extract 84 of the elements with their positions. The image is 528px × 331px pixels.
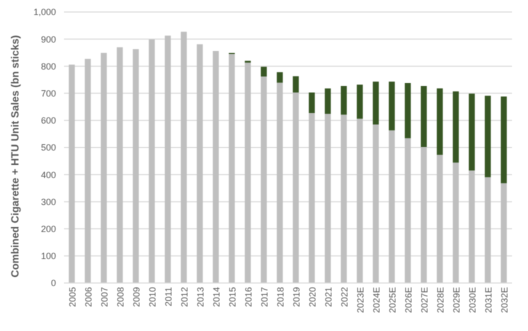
x-tick-label: 2008 <box>115 287 126 308</box>
x-tick-label: 2009 <box>131 287 142 308</box>
x-tick-label: 2024E <box>371 287 382 314</box>
bar <box>340 114 347 283</box>
bar <box>68 64 75 283</box>
x-tick-label: 2016 <box>243 287 254 308</box>
bar <box>468 94 475 171</box>
y-tick-label: 0 <box>50 278 56 288</box>
bar <box>260 66 267 76</box>
bar <box>388 82 395 130</box>
bar <box>340 86 347 115</box>
x-tick-label: 2029E <box>451 287 462 314</box>
bar <box>308 113 315 283</box>
bar <box>420 86 427 147</box>
bar <box>84 58 91 283</box>
x-tick-label: 2027E <box>419 287 430 314</box>
x-tick-label: 2007 <box>99 287 110 308</box>
bar <box>276 72 283 83</box>
bar <box>132 49 139 283</box>
bar <box>452 91 459 163</box>
bar <box>228 54 235 283</box>
x-tick-label: 2006 <box>83 287 94 308</box>
x-tick-label: 2011 <box>163 287 174 306</box>
bar <box>388 130 395 283</box>
bar <box>164 36 171 283</box>
y-tick-label: 500 <box>40 142 56 153</box>
bar <box>196 44 203 283</box>
x-tick-label: 2031E <box>483 287 494 314</box>
bar <box>452 162 459 283</box>
bar <box>292 92 299 283</box>
bar <box>180 32 187 283</box>
bar <box>148 39 155 283</box>
x-tick-label: 2010 <box>147 287 158 308</box>
bar <box>436 154 443 283</box>
bar <box>468 170 475 283</box>
x-tick-label: 2014 <box>211 287 222 308</box>
y-tick-label: 700 <box>40 88 56 98</box>
y-tick-label: 200 <box>40 224 56 234</box>
bar <box>292 76 299 92</box>
bar <box>404 83 411 138</box>
x-tick-label: 2030E <box>467 287 478 314</box>
bar <box>260 76 267 283</box>
y-tick-label: 600 <box>40 116 56 126</box>
y-tick-label: 400 <box>40 170 56 180</box>
x-tick-label: 2013 <box>195 287 206 308</box>
bar <box>436 88 443 155</box>
bar <box>212 51 219 283</box>
bar <box>356 118 363 283</box>
x-tick-label: 2032E <box>499 287 510 314</box>
x-tick-label: 2019 <box>291 287 302 308</box>
x-tick-label: 2025E <box>387 287 398 314</box>
bar <box>324 114 331 283</box>
x-tick-label: 2028E <box>435 287 446 314</box>
bar <box>308 92 315 114</box>
bar <box>484 96 491 178</box>
bar <box>356 84 363 119</box>
bar <box>404 138 411 283</box>
x-tick-label: 2017 <box>259 287 270 308</box>
y-tick-label: 1,000 <box>33 7 56 18</box>
bar <box>500 96 507 184</box>
y-tick-label: 900 <box>40 34 56 44</box>
x-tick-label: 2022 <box>339 287 350 308</box>
x-tick-label: 2018 <box>275 287 286 308</box>
bar <box>372 124 379 283</box>
bar <box>372 82 379 124</box>
y-tick-label: 800 <box>40 61 56 72</box>
bar <box>116 47 123 283</box>
y-tick-label: 100 <box>40 251 56 262</box>
x-tick-label: 2020 <box>307 287 318 308</box>
bar <box>420 146 427 283</box>
x-tick-label: 2015 <box>227 287 238 308</box>
bar <box>484 177 491 283</box>
bar <box>244 62 251 283</box>
x-tick-label: 2023E <box>355 287 366 314</box>
x-tick-label: 2012 <box>179 287 190 308</box>
x-tick-label: 2021 <box>323 287 334 308</box>
bar <box>500 183 507 283</box>
x-tick-label: 2005 <box>67 287 78 308</box>
bar <box>100 52 107 283</box>
bar <box>276 82 283 283</box>
x-tick-label: 2026E <box>403 287 414 314</box>
y-axis-title: Combined Cigarette + HTU Unit Sales (bn sticks) <box>10 35 22 278</box>
y-tick-label: 300 <box>40 196 56 207</box>
bar <box>324 88 331 114</box>
